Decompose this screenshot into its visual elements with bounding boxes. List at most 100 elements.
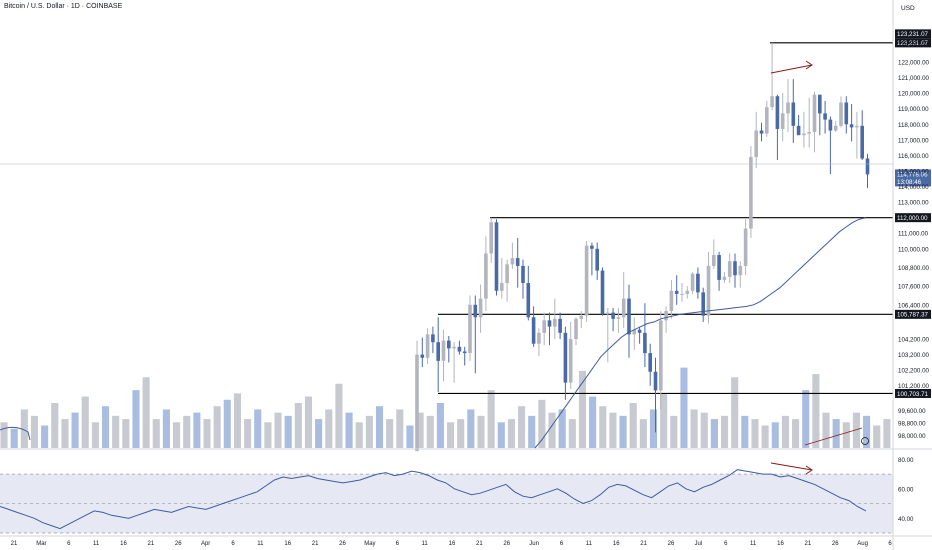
candle-body [510,258,515,265]
volume-bar [457,419,465,448]
candle-body [590,245,594,249]
time-tick: 21 [148,541,155,547]
volume-bar [863,415,871,448]
price-tick: 106,400.00 [898,302,930,309]
rsi-tick: 60.00 [898,486,914,493]
candle-body [765,107,769,134]
volume-bar [558,409,566,448]
volume-bar [629,403,637,448]
candle-body [685,290,690,294]
candle-body [786,102,790,114]
candle-body [425,334,430,358]
currency-label: USD [901,5,915,12]
volume-bar [873,425,881,448]
time-tick: 11 [750,541,757,547]
candle-body [759,130,764,134]
volume-bar [61,419,69,448]
price-tick: 121,000.00 [898,75,930,82]
moving-average [0,217,867,449]
volume-bar [781,415,789,448]
rsi-divergence-arrowhead [805,465,813,475]
price-tick: 101,200.00 [898,383,930,390]
candle-body [802,133,806,136]
volume-bar [741,415,749,448]
candle-body [664,311,668,321]
candle-body [849,124,854,128]
level-price-tag [895,309,931,319]
candle-body [415,354,419,452]
volume-bar [122,419,130,448]
candle-body [537,332,541,344]
volume-bar [142,377,150,448]
volume-bar [680,367,688,448]
price-tick: 103,200.00 [898,352,930,359]
candle-body [701,292,705,316]
candlesticks [415,42,870,452]
price-tick: 113,000.00 [898,200,929,207]
volume-bar [386,419,394,448]
volume-bar [426,415,434,448]
time-tick: Jul [695,541,703,547]
candle-body [462,351,467,354]
candle-body [531,317,536,344]
time-tick: 26 [668,541,675,547]
volume-bar [578,370,587,448]
candle-body [749,156,753,229]
time-tick: 26 [832,541,839,547]
candle-body [807,132,811,134]
candle-body [796,125,801,136]
countdown-label: 13:08:46 [897,179,922,186]
candle-body [542,320,546,333]
volume-bar [751,419,759,448]
candle-body [680,293,684,295]
candle-body [489,222,493,254]
price-divergence-arrowhead [805,60,813,70]
moving-average-line [534,217,867,449]
candle-body [733,261,737,276]
candle-body [844,102,849,125]
volume-bar [599,406,607,448]
candle-body [611,312,615,319]
volume-bar [761,425,769,448]
rsi-tick: 80.00 [898,457,914,464]
volume-bar [538,399,546,448]
candle-body [780,113,785,129]
volume-bar [10,428,18,448]
candle-body [447,340,451,349]
volume-bar [568,419,576,448]
time-tick: 11 [93,541,100,547]
price-tick: 118,000.00 [898,122,929,129]
candle-body [457,346,462,352]
volume-bar [690,409,698,448]
moving-average-left-fragment [0,426,31,441]
candle-body [553,318,557,327]
volume-bar [183,415,191,448]
time-tick: Mar [36,541,46,547]
time-tick: Apr [201,541,210,547]
candle-body [674,290,679,294]
candle-body [706,265,711,316]
candle-body [579,315,584,319]
volume-bar [375,406,384,448]
candle-body [563,332,568,383]
level-price-tag [895,388,931,398]
volume-bar [528,415,536,448]
time-tick: 6 [67,541,71,547]
candle-body [775,96,780,129]
price-tick: 98,800.00 [898,421,926,428]
volume-bar [294,403,302,448]
candle-body [690,273,695,291]
time-tick: 26 [175,541,182,547]
time-tick: 21 [476,541,483,547]
volume-bar [507,419,515,448]
level-price-label: 105,787.37 [897,312,929,319]
horizontal-levels: 123,231.07 112,000.00 105,787.37 100,703.71… [438,29,931,398]
volume-bar [720,415,729,448]
volume-trend-line [804,427,863,446]
candle-body [865,158,870,175]
volume-bar [335,383,343,448]
candle-body [727,261,732,277]
candle-body [818,94,822,114]
volume-bar [660,393,668,448]
